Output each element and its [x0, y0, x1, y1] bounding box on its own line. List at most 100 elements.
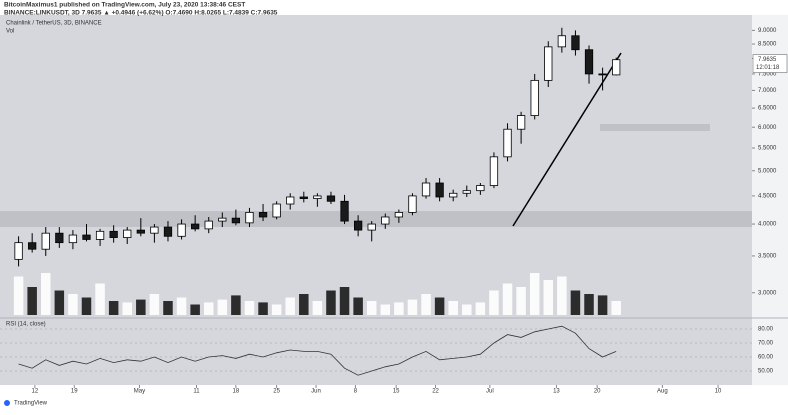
volume-bar: [244, 301, 255, 315]
volume-bar: [231, 295, 241, 315]
x-tick-label: 10: [715, 389, 722, 395]
volume-bar: [489, 290, 499, 315]
y-tick-label: 3.0000: [758, 290, 777, 296]
volume-bar: [27, 287, 37, 315]
candle-body: [95, 230, 105, 240]
candle-body: [136, 229, 145, 234]
volume-bar: [54, 290, 65, 315]
volume-bar: [95, 283, 105, 315]
candle-body: [367, 223, 376, 231]
volume-bar: [68, 294, 78, 315]
volume-title: Vol: [6, 29, 14, 35]
footer: TradingView: [14, 401, 48, 407]
volume-bar: [421, 294, 431, 315]
candle-body: [28, 242, 37, 250]
volume-bar: [584, 294, 594, 315]
candle-body: [82, 234, 91, 240]
volume-bar: [448, 301, 458, 315]
candle-body: [109, 230, 118, 238]
symbol-line: BINANCE:LINKUSDT, 3D 7.9635 ▲ +0.4946 (+…: [4, 10, 278, 17]
candle-body: [421, 182, 431, 197]
y-tick-label: 8.5000: [758, 42, 777, 48]
candle-body: [353, 220, 363, 231]
y-tick-label: 4.0000: [758, 222, 777, 228]
x-tick-label: 15: [393, 389, 400, 395]
candle-body: [462, 190, 471, 194]
volume-bar: [516, 287, 526, 315]
rsi-tick-label: 70.00: [758, 341, 774, 347]
candle-body: [476, 185, 485, 192]
rsi-tick-label: 60.00: [758, 355, 774, 361]
candle-body: [381, 216, 390, 225]
price-axis-background: [752, 15, 788, 385]
y-tick-label: 6.5000: [758, 106, 777, 112]
candle-body: [612, 59, 621, 76]
volume-bar: [176, 297, 187, 315]
y-tick-label: 5.0000: [758, 168, 777, 174]
candle-body: [326, 195, 336, 202]
rsi-title: RSI (14, close): [6, 322, 46, 328]
volume-bar: [163, 301, 173, 315]
volume-bar: [81, 297, 92, 315]
y-tick-label: 6.0000: [758, 125, 777, 131]
volume-bar: [285, 297, 295, 315]
x-tick-label: May: [134, 389, 145, 395]
volume-bar: [407, 299, 418, 315]
rsi-tick-label: 50.00: [758, 369, 774, 375]
y-tick-label: 3.5000: [758, 254, 777, 260]
y-tick-label: 9.0000: [758, 28, 777, 34]
candle-body: [530, 79, 539, 116]
candle-body: [503, 128, 512, 158]
x-tick-label: 20: [594, 389, 601, 395]
candle-body: [286, 196, 295, 205]
x-tick-label: Jul: [486, 389, 494, 395]
volume-bar: [475, 302, 486, 315]
price-tag: [752, 54, 788, 73]
volume-bar: [380, 304, 391, 315]
candle-body: [258, 211, 268, 218]
candle-body: [272, 203, 281, 218]
candle-body: [394, 211, 404, 218]
candle-body: [177, 223, 186, 237]
volume-bar: [339, 287, 350, 315]
candle-body: [408, 195, 417, 213]
candle-body: [435, 182, 444, 198]
volume-bar: [611, 301, 621, 315]
volume-bar: [434, 297, 445, 315]
candle-body: [245, 211, 254, 224]
x-tick-label: 12: [32, 389, 39, 395]
logo: [4, 400, 10, 406]
volume-bar: [462, 304, 472, 315]
x-tick-label: 22: [432, 389, 439, 395]
candle-body: [163, 226, 173, 237]
volume-bar: [149, 294, 160, 315]
candle-body: [55, 232, 64, 244]
candle-body: [150, 226, 159, 234]
x-tick-label: Aug: [657, 389, 668, 395]
candle-body: [489, 156, 499, 186]
y-tick-label: 7.5000: [758, 72, 777, 78]
x-tick-label: 25: [273, 389, 280, 395]
last-price: 7.9635: [758, 57, 777, 63]
candle-body: [41, 232, 50, 250]
candle-body: [544, 46, 553, 81]
volume-bar: [40, 273, 51, 315]
volume-bar: [258, 302, 268, 315]
x-tick-label: 11: [193, 389, 200, 395]
candle-body: [449, 192, 458, 198]
y-tick-label: 7.0000: [758, 88, 777, 94]
y-tick-label: 5.5000: [758, 146, 777, 152]
x-tick-label: 13: [553, 389, 560, 395]
support-zone: [600, 124, 710, 131]
x-tick-label: 8: [354, 389, 358, 395]
volume-bar: [122, 302, 132, 315]
volume-bar: [353, 297, 363, 315]
volume-bar: [326, 290, 336, 315]
rsi-tick-label: 80.00: [758, 327, 774, 333]
candle-body: [516, 115, 526, 130]
volume-bar: [394, 302, 404, 315]
candle-body: [340, 200, 349, 222]
publisher: BitcoinMaximus1 published on TradingView…: [4, 2, 245, 9]
volume-bar: [543, 280, 554, 315]
